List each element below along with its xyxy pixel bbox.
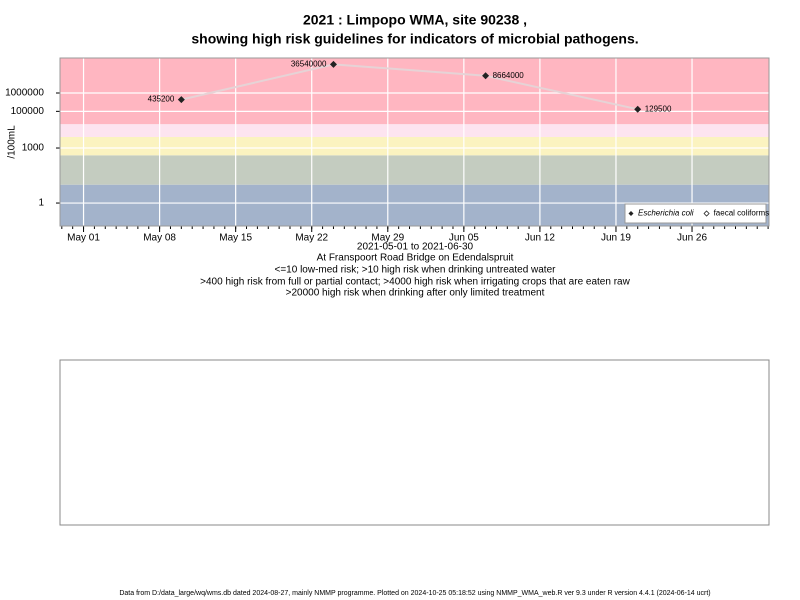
note: <=10 low-med risk; >10 high risk when dr… bbox=[275, 265, 557, 276]
y-axis-label: /100mL bbox=[7, 125, 18, 159]
x-tick-label: May 01 bbox=[67, 233, 100, 244]
x-tick-label: Jun 19 bbox=[601, 233, 631, 244]
x-tick-label: May 15 bbox=[219, 233, 252, 244]
note: >20000 high risk when drinking after onl… bbox=[286, 288, 545, 299]
data-label: 8664000 bbox=[493, 71, 525, 80]
x-tick-label: Jun 26 bbox=[677, 233, 707, 244]
risk-band bbox=[60, 136, 769, 156]
data-label: 435200 bbox=[148, 95, 175, 104]
risk-band bbox=[60, 58, 769, 125]
series-line bbox=[181, 63, 638, 111]
x-axis-label: 2021-05-01 to 2021-06-30 bbox=[357, 242, 474, 253]
y-tick-label: 1000000 bbox=[5, 88, 44, 99]
y-tick-label: 100000 bbox=[11, 106, 45, 117]
note: >400 high risk from full or partial cont… bbox=[200, 277, 630, 288]
chart-subtitle: showing high risk guidelines for indicat… bbox=[191, 31, 638, 47]
data-point bbox=[634, 105, 642, 113]
data-point bbox=[177, 96, 185, 104]
legend-box bbox=[624, 203, 767, 224]
note: At Franspoort Road Bridge on Edendalspru… bbox=[317, 253, 514, 264]
data-label: 36540000 bbox=[291, 59, 327, 68]
risk-band bbox=[60, 155, 769, 185]
plot-frame bbox=[59, 57, 770, 227]
legend-marker bbox=[628, 211, 634, 216]
data-point bbox=[329, 60, 337, 68]
legend-label: faecal coliforms bbox=[714, 209, 770, 218]
empty-panel bbox=[59, 359, 770, 526]
y-tick-label: 1000 bbox=[22, 143, 45, 154]
x-tick-label: May 29 bbox=[371, 233, 404, 244]
legend-marker bbox=[703, 210, 710, 217]
x-tick-label: Jun 05 bbox=[449, 233, 479, 244]
y-tick-label: 1 bbox=[38, 198, 44, 209]
data-point bbox=[482, 72, 490, 80]
legend-label: Escherichia coli bbox=[638, 209, 694, 218]
chart-title: 2021 : Limpopo WMA, site 90238 , bbox=[303, 12, 527, 28]
data-label: 129500 bbox=[645, 104, 672, 113]
x-tick-label: May 08 bbox=[143, 233, 176, 244]
footer: Data from D:/data_large/wq/wms.db dated … bbox=[119, 590, 710, 597]
x-tick-label: May 22 bbox=[295, 233, 328, 244]
risk-band bbox=[60, 124, 769, 137]
x-tick-label: Jun 12 bbox=[525, 233, 555, 244]
